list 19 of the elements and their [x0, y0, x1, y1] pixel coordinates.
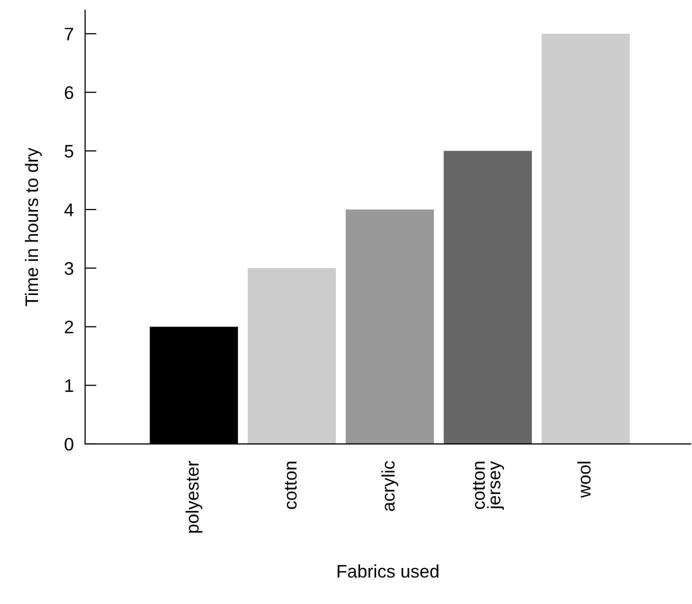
- x-tick-label: cotton: [284, 462, 297, 510]
- bar: [248, 268, 336, 444]
- y-tick-label: 3: [64, 262, 74, 275]
- y-tick-label: 7: [64, 28, 74, 40]
- x-tick-label: cotton jersey: [473, 461, 504, 510]
- bar: [444, 150, 532, 444]
- y-tick-label: 5: [64, 145, 74, 158]
- y-tick-label: 1: [65, 379, 74, 392]
- x-tick-label: polyester: [185, 460, 202, 533]
- bar: [346, 210, 434, 444]
- y-tick-label: 6: [64, 86, 74, 100]
- bar: [542, 34, 630, 444]
- y-tick-label: 4: [64, 204, 74, 216]
- x-tick-label: wool: [577, 462, 591, 498]
- y-tick-label: 0: [64, 438, 74, 451]
- x-axis-title: Fabrics used: [338, 564, 438, 578]
- y-tick-label: 2: [64, 320, 74, 334]
- y-axis-title: Time in hours to dry: [24, 148, 42, 306]
- x-tick-label: acrylic: [381, 461, 398, 511]
